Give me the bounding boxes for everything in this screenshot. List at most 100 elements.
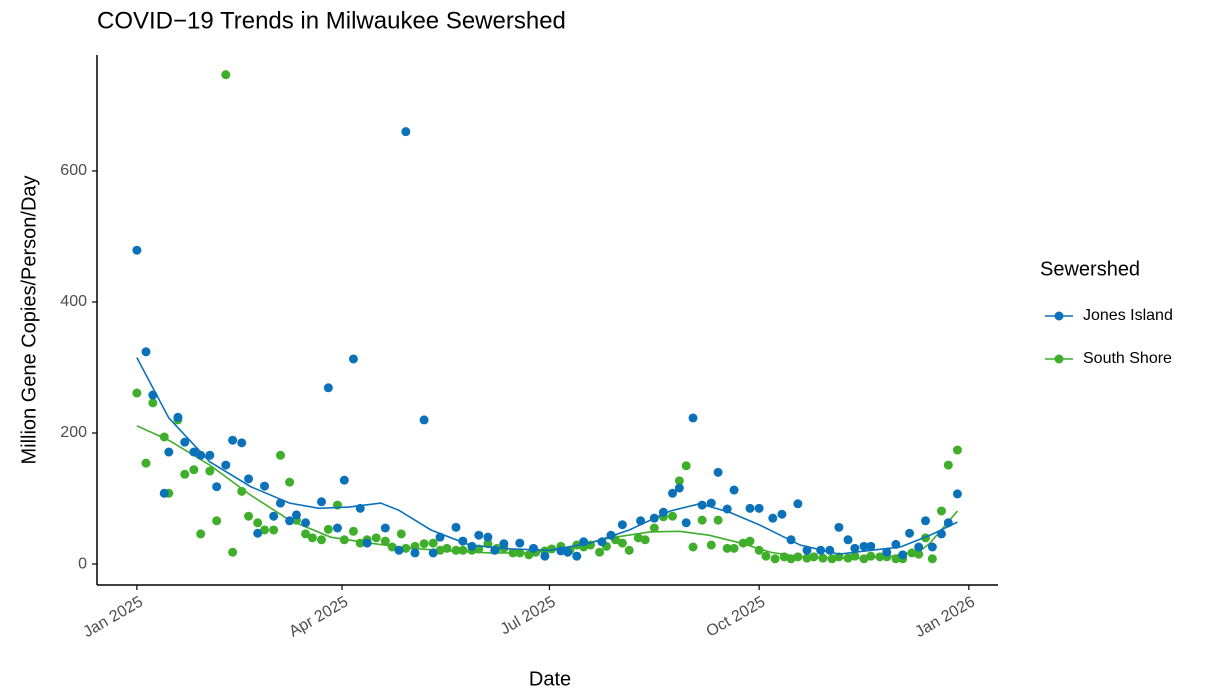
legend-label: South Shore bbox=[1083, 350, 1172, 367]
data-point bbox=[196, 450, 206, 460]
data-point bbox=[793, 499, 803, 509]
data-point bbox=[722, 543, 732, 553]
data-point bbox=[688, 542, 698, 552]
chart-title: COVID−19 Trends in Milwaukee Sewershed bbox=[97, 7, 566, 34]
data-point bbox=[339, 535, 349, 545]
data-point bbox=[323, 524, 333, 534]
data-point bbox=[260, 481, 270, 491]
data-point bbox=[697, 500, 707, 510]
data-point bbox=[866, 551, 876, 561]
data-point bbox=[936, 506, 946, 516]
data-point bbox=[244, 474, 254, 484]
data-point bbox=[164, 447, 174, 457]
data-point bbox=[141, 458, 151, 468]
data-point bbox=[927, 554, 937, 564]
data-point bbox=[428, 548, 438, 558]
data-point bbox=[786, 554, 796, 564]
data-point bbox=[882, 547, 892, 557]
data-point bbox=[253, 518, 263, 528]
data-point bbox=[285, 477, 295, 487]
data-point bbox=[595, 547, 605, 557]
data-point bbox=[827, 554, 837, 564]
data-point bbox=[380, 523, 390, 533]
data-point bbox=[617, 538, 627, 548]
data-point bbox=[508, 548, 518, 558]
data-point bbox=[307, 533, 317, 543]
data-point bbox=[843, 535, 853, 545]
data-point bbox=[419, 415, 429, 425]
data-point bbox=[371, 533, 381, 543]
data-point bbox=[927, 542, 937, 552]
data-point bbox=[738, 538, 748, 548]
x-tick-label: Oct 2025 bbox=[704, 593, 769, 640]
x-tick-label: Jan 2026 bbox=[912, 593, 978, 641]
data-point bbox=[779, 552, 789, 562]
data-point bbox=[697, 515, 707, 525]
data-point bbox=[818, 553, 828, 563]
data-point bbox=[269, 525, 279, 535]
data-point bbox=[597, 537, 607, 547]
data-point bbox=[921, 516, 931, 526]
data-point bbox=[237, 438, 247, 448]
data-point bbox=[474, 530, 484, 540]
data-point bbox=[875, 552, 885, 562]
data-point bbox=[141, 347, 151, 357]
data-point bbox=[132, 388, 142, 398]
trend-line bbox=[136, 357, 958, 556]
data-point bbox=[159, 432, 169, 442]
data-point bbox=[339, 475, 349, 485]
data-point bbox=[428, 538, 438, 548]
data-point bbox=[563, 547, 573, 557]
data-point bbox=[442, 543, 452, 553]
data-point bbox=[761, 551, 771, 561]
data-point bbox=[905, 528, 915, 538]
data-point bbox=[205, 450, 215, 460]
data-point bbox=[681, 461, 691, 471]
data-point bbox=[451, 522, 461, 532]
data-point bbox=[816, 545, 826, 555]
data-point bbox=[301, 529, 311, 539]
data-point bbox=[237, 486, 247, 496]
data-point bbox=[850, 551, 860, 561]
data-point bbox=[451, 545, 461, 555]
data-point bbox=[745, 503, 755, 513]
data-point bbox=[674, 476, 684, 486]
data-point bbox=[859, 541, 869, 551]
data-point bbox=[825, 545, 835, 555]
data-point bbox=[640, 535, 650, 545]
data-point bbox=[394, 545, 404, 555]
data-point bbox=[859, 554, 869, 564]
data-point bbox=[387, 542, 397, 552]
data-point bbox=[540, 551, 550, 561]
data-point bbox=[768, 513, 778, 523]
data-point bbox=[668, 488, 678, 498]
data-point bbox=[713, 467, 723, 477]
data-point bbox=[221, 70, 231, 80]
data-point bbox=[907, 548, 917, 558]
data-point bbox=[323, 383, 333, 393]
data-point bbox=[221, 460, 231, 470]
y-axis-label: Million Gene Copies/Person/Day bbox=[18, 175, 40, 464]
data-point bbox=[898, 550, 908, 560]
data-point bbox=[301, 518, 311, 528]
data-point bbox=[681, 518, 691, 528]
data-point bbox=[180, 469, 190, 479]
x-tick-label: Apr 2025 bbox=[286, 593, 351, 640]
data-point bbox=[348, 354, 358, 364]
data-point bbox=[706, 540, 716, 550]
y-tick-label: 600 bbox=[60, 162, 87, 179]
data-point bbox=[515, 538, 525, 548]
data-point bbox=[706, 498, 716, 508]
data-point bbox=[285, 516, 295, 526]
data-point bbox=[212, 482, 222, 492]
data-point bbox=[410, 548, 420, 558]
data-point bbox=[802, 545, 812, 555]
y-tick-label: 0 bbox=[78, 555, 87, 572]
data-point bbox=[253, 528, 263, 538]
data-point bbox=[649, 513, 659, 523]
data-point bbox=[458, 545, 468, 555]
data-point bbox=[458, 536, 468, 546]
legend-marker bbox=[1054, 311, 1064, 321]
